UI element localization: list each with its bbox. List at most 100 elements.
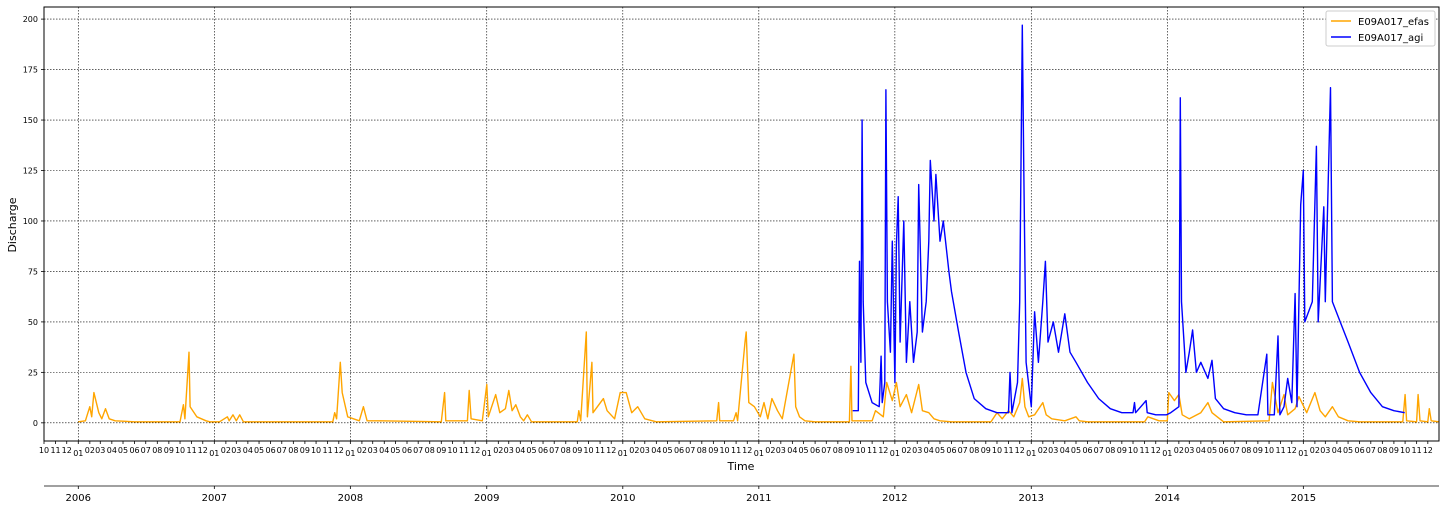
y-tick-label: 75 bbox=[28, 267, 38, 276]
year-label: 2013 bbox=[1019, 493, 1044, 504]
x-month-label: 09 bbox=[572, 446, 582, 455]
x-month-label: 10 bbox=[992, 446, 1002, 455]
x-month-label: 04 bbox=[924, 446, 934, 455]
x-month-label: 08 bbox=[561, 446, 571, 455]
x-month-label: 03 bbox=[640, 446, 650, 455]
x-month-label: 08 bbox=[697, 446, 707, 455]
x-month-label: 08 bbox=[425, 446, 435, 455]
x-month-label: 01 bbox=[1162, 449, 1172, 458]
x-month-label: 06 bbox=[1355, 446, 1365, 455]
x-month-label: 05 bbox=[390, 446, 400, 455]
x-month-label: 04 bbox=[107, 446, 117, 455]
x-month-label: 08 bbox=[1377, 446, 1387, 455]
year-label: 2014 bbox=[1155, 493, 1180, 504]
x-month-label: 02 bbox=[357, 446, 367, 455]
x-month-label: 05 bbox=[526, 446, 536, 455]
x-month-label: 08 bbox=[1241, 446, 1251, 455]
x-month-label: 09 bbox=[1117, 446, 1127, 455]
y-tick-label: 50 bbox=[28, 318, 38, 327]
x-month-label: 04 bbox=[243, 446, 253, 455]
x-month-label: 10 bbox=[719, 446, 729, 455]
x-month-label: 05 bbox=[798, 446, 808, 455]
x-month-label: 10 bbox=[447, 446, 457, 455]
x-month-label: 12 bbox=[62, 446, 72, 455]
x-month-label: 01 bbox=[73, 449, 83, 458]
x-month-label: 03 bbox=[1048, 446, 1058, 455]
x-month-label: 09 bbox=[164, 446, 174, 455]
series-layer bbox=[78, 24, 1440, 423]
legend-box bbox=[1325, 10, 1436, 47]
year-label: 2006 bbox=[66, 493, 91, 504]
year-label: 2007 bbox=[202, 493, 227, 504]
y-axis-label: Discharge bbox=[6, 197, 19, 252]
x-month-label: 11 bbox=[1003, 446, 1013, 455]
x-month-label: 02 bbox=[493, 446, 503, 455]
x-month-label: 09 bbox=[844, 446, 854, 455]
y-tick-label: 25 bbox=[28, 368, 38, 377]
x-month-label: 10 bbox=[175, 446, 185, 455]
x-month-label: 07 bbox=[1094, 446, 1104, 455]
x-month-label: 03 bbox=[231, 446, 241, 455]
x-month-label: 05 bbox=[1343, 446, 1353, 455]
x-month-label: 10 bbox=[1128, 446, 1138, 455]
x-month-label: 02 bbox=[1310, 446, 1320, 455]
x-month-label: 03 bbox=[368, 446, 378, 455]
x-axis: 10 11 12 01 02 03 04 05 06 07 08 09 10 11 12 01 02 03 04 05… bbox=[39, 441, 1433, 458]
x-month-label: 09 bbox=[981, 446, 991, 455]
x-month-label: 11 bbox=[595, 446, 605, 455]
x-month-label: 10 bbox=[1264, 446, 1274, 455]
year-label: 2010 bbox=[610, 493, 635, 504]
x-month-label: 11 bbox=[50, 446, 60, 455]
x-month-label: 05 bbox=[935, 446, 945, 455]
x-month-label: 12 bbox=[606, 446, 616, 455]
x-month-label: 08 bbox=[1105, 446, 1115, 455]
x-month-label: 10 bbox=[855, 446, 865, 455]
y-tick-label: 0 bbox=[33, 419, 38, 428]
series-line-1 bbox=[852, 24, 1405, 416]
x-month-label: 08 bbox=[833, 446, 843, 455]
x-month-label: 12 bbox=[198, 446, 208, 455]
x-month-label: 12 bbox=[878, 446, 888, 455]
x-month-label: 06 bbox=[810, 446, 820, 455]
x-month-label: 03 bbox=[95, 446, 105, 455]
year-label: 2008 bbox=[338, 493, 363, 504]
y-tick-label: 125 bbox=[23, 167, 38, 176]
plot-frame bbox=[43, 6, 1440, 442]
x-month-label: 12 bbox=[742, 446, 752, 455]
x-month-label: 08 bbox=[969, 446, 979, 455]
x-month-label: 02 bbox=[1174, 446, 1184, 455]
year-label: 2015 bbox=[1291, 493, 1316, 504]
x-month-label: 12 bbox=[334, 446, 344, 455]
legend-label-agi: E09A017_agi bbox=[1358, 33, 1423, 44]
x-month-label: 09 bbox=[300, 446, 310, 455]
x-month-label: 01 bbox=[482, 449, 492, 458]
x-month-label: 09 bbox=[436, 446, 446, 455]
x-month-label: 03 bbox=[1320, 446, 1330, 455]
legend: E09A017_efas E09A017_agi bbox=[1325, 10, 1436, 47]
x-month-label: 04 bbox=[515, 446, 525, 455]
x-month-label: 02 bbox=[1038, 446, 1048, 455]
x-month-label: 01 bbox=[345, 449, 355, 458]
x-month-label: 01 bbox=[754, 449, 764, 458]
legend-label-efas: E09A017_efas bbox=[1358, 17, 1429, 28]
x-month-label: 01 bbox=[890, 449, 900, 458]
x-month-label: 07 bbox=[141, 446, 151, 455]
x-month-label: 04 bbox=[379, 446, 389, 455]
x-month-label: 06 bbox=[402, 446, 412, 455]
x-month-label: 06 bbox=[266, 446, 276, 455]
x-month-label: 04 bbox=[1060, 446, 1070, 455]
x-month-label: 11 bbox=[1139, 446, 1149, 455]
x-month-label: 04 bbox=[1196, 446, 1206, 455]
x-month-label: 11 bbox=[1276, 446, 1286, 455]
x-month-label: 07 bbox=[1230, 446, 1240, 455]
y-tick-label: 200 bbox=[23, 15, 38, 24]
x-month-label: 08 bbox=[152, 446, 162, 455]
grid-layer bbox=[44, 7, 1439, 441]
x-axis-label: Time bbox=[727, 460, 755, 473]
x-month-label: 01 bbox=[209, 449, 219, 458]
x-month-label: 12 bbox=[1151, 446, 1161, 455]
x-month-label: 12 bbox=[470, 446, 480, 455]
x-month-label: 08 bbox=[288, 446, 298, 455]
x-month-label: 03 bbox=[1184, 446, 1194, 455]
